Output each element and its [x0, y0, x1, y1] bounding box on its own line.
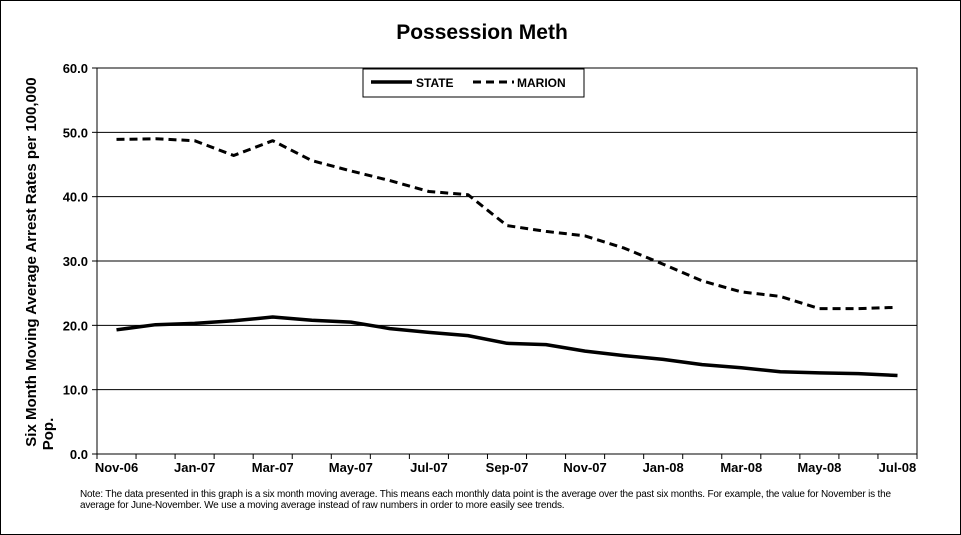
y-tick-label: 50.0 — [63, 125, 88, 140]
x-tick-label: Jul-07 — [410, 460, 448, 475]
gridlines — [97, 131, 917, 391]
y-axis-ticks: 0.0 10.0 20.0 30.0 40.0 50.0 60.0 — [63, 61, 97, 462]
x-tick-label: Jan-08 — [643, 460, 684, 475]
x-tick-label: Nov-07 — [563, 460, 606, 475]
series-lines — [116, 137, 898, 378]
y-tick-label: 60.0 — [63, 61, 88, 76]
x-tick-label: Jan-07 — [174, 460, 215, 475]
y-tick-label: 40.0 — [63, 190, 88, 205]
x-axis-ticks: Nov-06 Jan-07 Mar-07 May-07 Jul-07 Sep-07 Nov-… — [95, 454, 918, 475]
y-tick-label: 30.0 — [63, 254, 88, 269]
y-axis-label-line1: Six Month Moving Average Arrest Rates pe… — [23, 77, 40, 446]
legend-marion-label: MARION — [517, 76, 566, 90]
x-tick-label: Jul-08 — [879, 460, 917, 475]
x-tick-label: May-08 — [797, 460, 841, 475]
x-tick-label: Mar-08 — [720, 460, 762, 475]
legend: STATE MARION — [362, 68, 585, 98]
x-tick-label: Nov-06 — [95, 460, 138, 475]
series-line-state — [116, 315, 898, 378]
x-tick-label: May-07 — [329, 460, 373, 475]
y-tick-label: 20.0 — [63, 318, 88, 333]
chart-title: Possession Meth — [396, 21, 568, 44]
series-line-marion — [116, 137, 898, 311]
legend-state-label: STATE — [416, 76, 454, 90]
y-tick-label: 10.0 — [63, 383, 88, 398]
y-axis-label-line2: Pop. — [40, 418, 57, 451]
x-tick-label: Mar-07 — [252, 460, 294, 475]
y-axis-label: Six Month Moving Average Arrest Rates pe… — [23, 73, 57, 450]
x-tick-label: Sep-07 — [486, 460, 529, 475]
y-tick-label: 0.0 — [70, 447, 88, 462]
footnote: Note: The data presented in this graph i… — [80, 489, 891, 511]
